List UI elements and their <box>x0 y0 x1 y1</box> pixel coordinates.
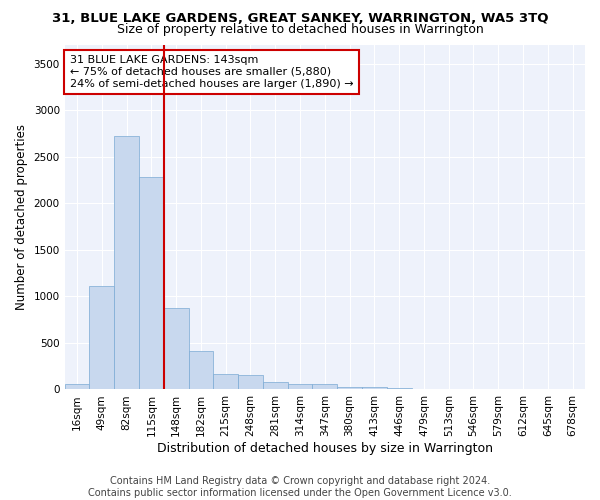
Bar <box>287 384 313 390</box>
Bar <box>362 387 387 390</box>
Text: Contains HM Land Registry data © Crown copyright and database right 2024.
Contai: Contains HM Land Registry data © Crown c… <box>88 476 512 498</box>
Bar <box>65 384 89 390</box>
X-axis label: Distribution of detached houses by size in Warrington: Distribution of detached houses by size … <box>157 442 493 455</box>
Bar <box>337 386 362 390</box>
Bar <box>188 351 214 390</box>
Text: Size of property relative to detached houses in Warrington: Size of property relative to detached ho… <box>116 22 484 36</box>
Text: 31 BLUE LAKE GARDENS: 143sqm
← 75% of detached houses are smaller (5,880)
24% of: 31 BLUE LAKE GARDENS: 143sqm ← 75% of de… <box>70 56 353 88</box>
Bar <box>139 177 164 390</box>
Bar <box>164 308 188 390</box>
Bar <box>313 384 337 390</box>
Bar <box>387 388 412 390</box>
Text: 31, BLUE LAKE GARDENS, GREAT SANKEY, WARRINGTON, WA5 3TQ: 31, BLUE LAKE GARDENS, GREAT SANKEY, WAR… <box>52 12 548 26</box>
Bar <box>89 286 114 390</box>
Bar <box>263 382 287 390</box>
Bar <box>114 136 139 390</box>
Bar <box>238 374 263 390</box>
Bar <box>214 374 238 390</box>
Y-axis label: Number of detached properties: Number of detached properties <box>15 124 28 310</box>
